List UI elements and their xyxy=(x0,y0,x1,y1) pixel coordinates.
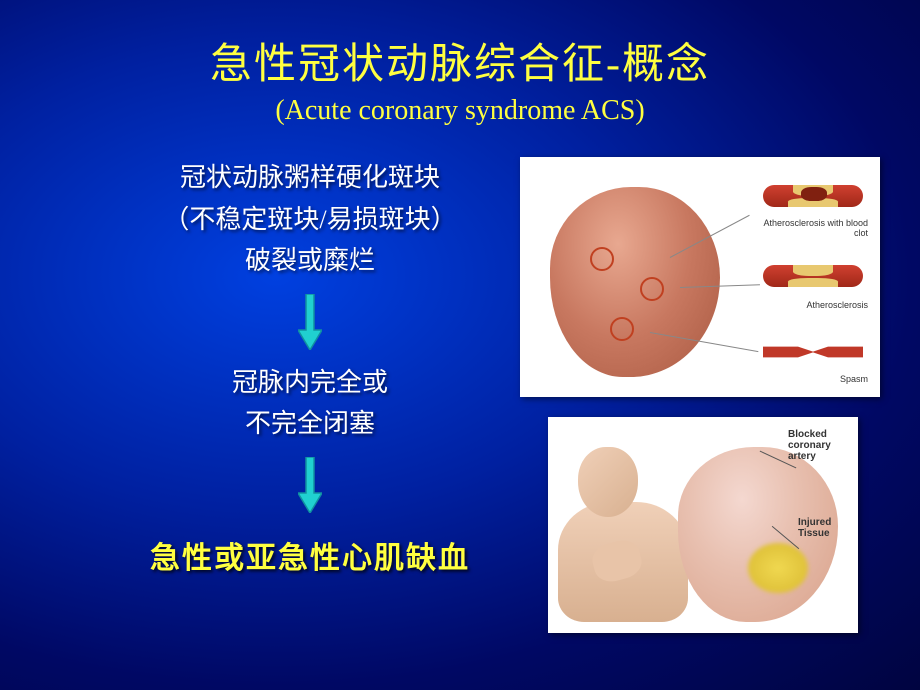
label-blocked-artery: Blocked coronary artery xyxy=(788,429,848,462)
title-block: 急性冠状动脉综合征-概念 (Acute coronary syndrome AC… xyxy=(0,0,920,127)
artery-spasm-panel xyxy=(758,329,868,377)
artery-marker xyxy=(610,317,634,341)
injured-tissue-marker xyxy=(748,543,808,593)
flow-step-2: 冠脉内完全或 不完全闭塞 xyxy=(232,362,388,445)
content-row: 冠状动脉粥样硬化斑块 （不稳定斑块/易损斑块） 破裂或糜烂 冠脉内完全或 不完全… xyxy=(0,157,920,633)
artery-marker xyxy=(590,247,614,271)
down-arrow-icon xyxy=(298,294,322,350)
down-arrow-icon xyxy=(298,457,322,513)
flow-step-1: 冠状动脉粥样硬化斑块 （不稳定斑块/易损斑块） 破裂或糜烂 xyxy=(163,157,456,282)
step2-line2: 不完全闭塞 xyxy=(232,403,388,445)
patient-illustration xyxy=(558,447,688,617)
label-atherosclerosis-clot: Atherosclerosis with blood clot xyxy=(758,219,868,239)
artery-clot-panel xyxy=(758,173,868,221)
artery-marker xyxy=(640,277,664,301)
label-spasm: Spasm xyxy=(758,375,868,385)
label-atherosclerosis: Atherosclerosis xyxy=(758,301,868,311)
artery-plaque-panel xyxy=(758,253,868,301)
images-column: Atherosclerosis with blood clot Atherosc… xyxy=(520,157,920,633)
flow-step-3: 急性或亚急性心肌缺血 xyxy=(150,533,470,577)
patient-heart-diagram: Blocked coronary artery Injured Tissue xyxy=(548,417,858,633)
title-subtitle: (Acute coronary syndrome ACS) xyxy=(0,95,920,127)
title-main: 急性冠状动脉综合征-概念 xyxy=(0,30,920,91)
flow-column: 冠状动脉粥样硬化斑块 （不稳定斑块/易损斑块） 破裂或糜烂 冠脉内完全或 不完全… xyxy=(0,157,520,633)
heart-artery-diagram: Atherosclerosis with blood clot Atherosc… xyxy=(520,157,880,397)
step2-line1: 冠脉内完全或 xyxy=(232,362,388,404)
step1-line3: 破裂或糜烂 xyxy=(163,240,456,282)
label-injured-tissue: Injured Tissue xyxy=(798,517,848,539)
step1-line2: （不稳定斑块/易损斑块） xyxy=(163,199,456,241)
step1-line1: 冠状动脉粥样硬化斑块 xyxy=(163,157,456,199)
heart-illustration xyxy=(550,187,720,377)
